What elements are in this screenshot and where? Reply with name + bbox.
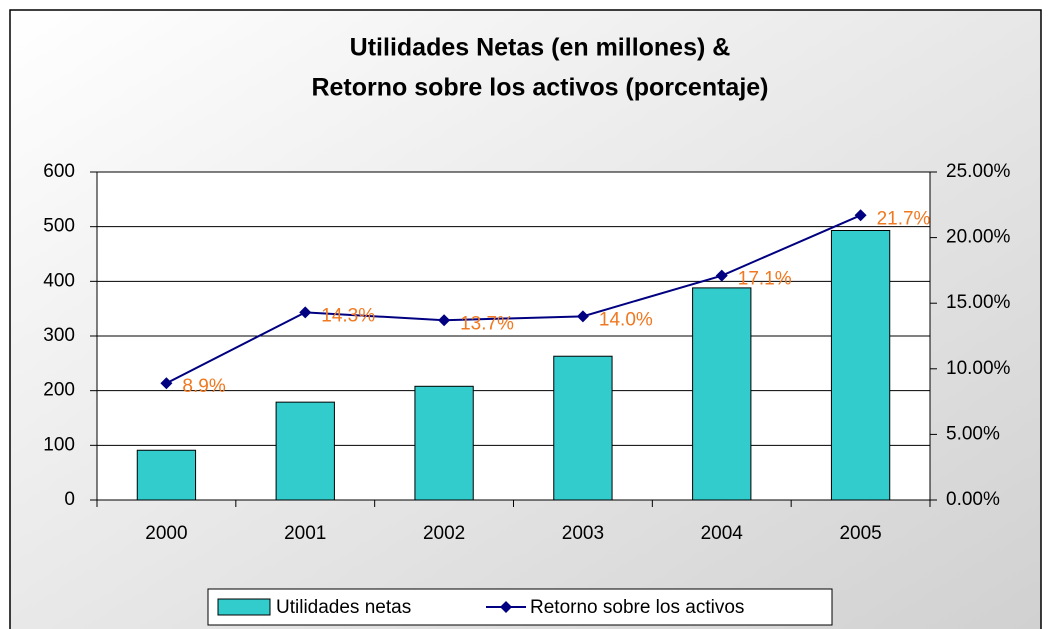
data-label: 14.0%: [599, 309, 653, 330]
bar: [414, 385, 474, 501]
marker: [438, 314, 451, 327]
data-label: 8.9%: [182, 376, 225, 397]
bar: [692, 287, 752, 501]
marker: [160, 377, 173, 390]
y-tick-label: 400: [43, 270, 75, 291]
chart-title: Retorno sobre los activos (porcentaje): [311, 74, 768, 102]
data-label: 14.3%: [321, 305, 375, 326]
x-tick-label: 2003: [562, 523, 604, 544]
line: [165, 214, 861, 385]
marker: [854, 209, 867, 222]
data-label: 21.7%: [877, 208, 931, 229]
data-label: 17.1%: [738, 269, 792, 290]
data-label: 13.7%: [460, 313, 514, 334]
marker: [576, 310, 589, 323]
x-tick-label: 2001: [284, 523, 326, 544]
y2-tick-label: 15.00%: [946, 292, 1011, 313]
y2-tick-label: 5.00%: [946, 423, 1000, 444]
bar: [136, 449, 197, 501]
y-tick-label: 0: [64, 489, 75, 510]
y-tick-label: 500: [43, 216, 75, 237]
y-tick-label: 300: [43, 325, 75, 346]
y2-tick-label: 0.00%: [946, 489, 1000, 510]
legend-label: Utilidades netas: [276, 597, 411, 618]
y2-tick-label: 10.00%: [946, 358, 1011, 379]
marker: [715, 269, 728, 282]
x-tick-label: 2002: [423, 523, 465, 544]
bar: [830, 229, 891, 501]
legend-marker: [500, 601, 512, 613]
y2-tick-label: 20.00%: [946, 227, 1011, 248]
y-tick-label: 100: [43, 434, 75, 455]
y-tick-label: 600: [43, 161, 75, 182]
bar: [553, 355, 613, 501]
chart-title: Utilidades Netas (en millones) &: [350, 34, 731, 62]
bar: [275, 401, 335, 501]
y-tick-label: 200: [43, 380, 75, 401]
marker: [299, 306, 312, 319]
x-tick-label: 2000: [145, 523, 187, 544]
legend-label: Retorno sobre los activos: [530, 597, 744, 618]
legend-swatch: [217, 598, 271, 616]
x-tick-label: 2004: [701, 523, 744, 544]
y2-tick-label: 25.00%: [946, 161, 1011, 182]
x-tick-label: 2005: [839, 523, 881, 544]
